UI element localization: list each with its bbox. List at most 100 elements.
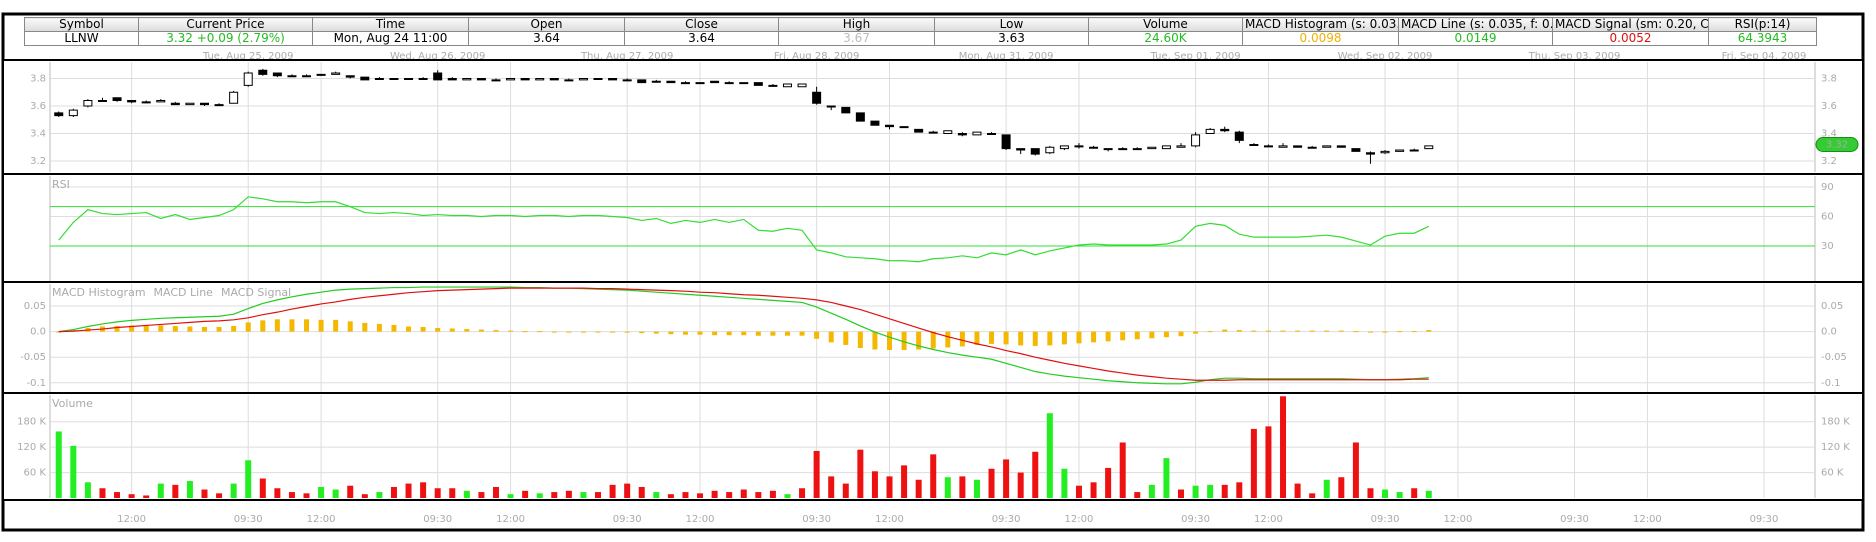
- quote-header: High: [778, 17, 935, 32]
- y-tick-label-right: 90: [1821, 182, 1834, 193]
- date-label: Thu, Aug 27, 2009: [580, 51, 673, 62]
- volume-bar: [1382, 489, 1389, 498]
- volume-bar: [1309, 493, 1316, 498]
- volume-bar: [434, 488, 441, 498]
- histogram-bar: [1411, 331, 1417, 333]
- candle-body: [389, 78, 399, 80]
- x-tick-label: 09:30: [423, 514, 452, 525]
- histogram-bar: [610, 331, 616, 333]
- candle-body: [1161, 145, 1171, 150]
- histogram-bar: [872, 331, 878, 350]
- histogram-bar: [1426, 330, 1432, 332]
- value-row: LLNW 3.32 +0.09 (2.79%) Mon, Aug 24 11:00 3…: [24, 31, 1817, 46]
- candle-body: [1016, 148, 1026, 151]
- last-price-badge: [1815, 137, 1859, 152]
- y-tick-label-left: -0.1: [26, 378, 46, 389]
- volume-bar: [1134, 492, 1141, 498]
- candle-body: [1001, 134, 1011, 150]
- quote-header: Open: [468, 17, 625, 32]
- histogram-bar: [216, 326, 222, 332]
- volume-bar: [1207, 484, 1214, 498]
- histogram-bar: [1091, 331, 1097, 343]
- volume-bar: [871, 471, 878, 498]
- histogram-bar: [989, 331, 995, 344]
- histogram-bar: [1309, 330, 1315, 332]
- candle-body: [899, 126, 909, 129]
- quote-value: 0.0149: [1398, 31, 1553, 46]
- candle-body: [170, 102, 180, 106]
- candle-body: [695, 82, 705, 85]
- histogram-bar: [289, 319, 295, 332]
- histogram-bar: [449, 328, 455, 332]
- x-tick-label: 09:30: [1371, 514, 1400, 525]
- candle-body: [491, 79, 501, 82]
- histogram-bar: [347, 321, 353, 332]
- volume-bar: [1017, 472, 1024, 498]
- candle-body: [928, 131, 938, 134]
- histogram-bar: [493, 330, 499, 332]
- volume-bar: [769, 490, 776, 498]
- quote-value: 3.32 +0.09 (2.79%): [138, 31, 313, 46]
- volume-bar: [1046, 413, 1053, 498]
- candle-body: [1103, 148, 1113, 151]
- line: [58, 196, 1430, 263]
- quote-header: Close: [624, 17, 779, 32]
- volume-bar: [580, 492, 587, 498]
- histogram-bar: [1207, 331, 1213, 333]
- candle-body: [797, 83, 807, 88]
- histogram-bar: [274, 319, 280, 332]
- candle-body: [258, 69, 268, 75]
- y-tick-label-right: 3.4: [1821, 129, 1837, 140]
- histogram-bar: [172, 325, 178, 332]
- histogram-bar: [1353, 331, 1359, 333]
- histogram-bar: [1367, 331, 1373, 333]
- histogram-bar: [1382, 331, 1388, 333]
- volume-bar: [1294, 483, 1301, 498]
- volume-bar: [1090, 482, 1097, 498]
- candle-body: [1234, 131, 1244, 141]
- histogram-bar: [1193, 331, 1199, 334]
- candle-body: [549, 78, 559, 81]
- legend-label: RSI: [52, 178, 70, 191]
- candle-body: [753, 82, 763, 86]
- quote-header: RSI(p:14): [1708, 17, 1817, 32]
- volume-bar: [1003, 459, 1010, 498]
- volume-bar: [988, 468, 995, 498]
- candle-body: [1074, 145, 1084, 148]
- candle-body: [1249, 144, 1259, 146]
- histogram-bar: [901, 331, 907, 351]
- quote-value: 3.64: [468, 31, 625, 46]
- volume-bar: [1367, 488, 1374, 498]
- volume-bar: [653, 492, 660, 498]
- x-tick-label: 12:00: [307, 514, 336, 525]
- histogram-bar: [828, 331, 834, 343]
- histogram-bar: [1134, 331, 1140, 340]
- volume-bar: [1061, 468, 1068, 498]
- candle-body: [374, 78, 384, 80]
- volume-bar: [157, 483, 164, 498]
- candle-body: [1409, 149, 1419, 152]
- histogram-bar: [741, 331, 747, 336]
- histogram-bar: [1149, 331, 1155, 339]
- candle-body: [724, 82, 734, 85]
- volume-bar: [667, 494, 674, 498]
- date-label: Tue, Aug 25, 2009: [202, 51, 294, 62]
- candle-body: [316, 73, 326, 76]
- histogram-bar: [56, 331, 62, 333]
- histogram-bar: [1295, 330, 1301, 332]
- quote-value: Mon, Aug 24 11:00: [312, 31, 469, 46]
- quote-value: LLNW: [24, 31, 139, 46]
- candle-body: [987, 133, 997, 135]
- candle-body: [331, 72, 341, 75]
- volume-bar: [128, 494, 135, 498]
- x-tick-label: 12:00: [117, 514, 146, 525]
- quote-value: 3.67: [778, 31, 935, 46]
- candle-body: [710, 80, 720, 84]
- x-tick-label: 09:30: [1750, 514, 1779, 525]
- histogram-bar: [406, 326, 412, 332]
- histogram-bar: [959, 331, 965, 347]
- histogram-bar: [1178, 331, 1184, 337]
- candle-body: [229, 91, 239, 104]
- volume-bar: [420, 482, 427, 498]
- candle-body: [782, 83, 792, 88]
